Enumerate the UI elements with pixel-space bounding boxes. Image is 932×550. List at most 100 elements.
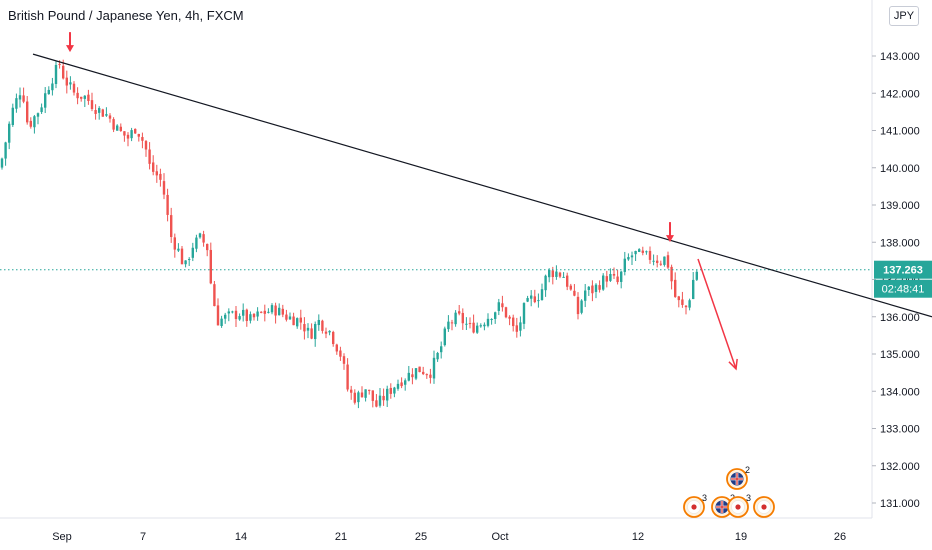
candle[interactable] [22, 95, 25, 102]
candle[interactable] [465, 323, 468, 325]
candle[interactable] [357, 392, 360, 403]
candle[interactable] [166, 194, 169, 215]
candle[interactable] [144, 141, 148, 150]
candle[interactable] [602, 275, 605, 290]
candle[interactable] [65, 77, 68, 86]
candle[interactable] [126, 134, 130, 139]
candle[interactable] [562, 276, 565, 278]
candle[interactable] [526, 298, 529, 302]
candle[interactable] [130, 130, 133, 139]
candle[interactable] [616, 276, 619, 283]
candle[interactable] [234, 310, 238, 320]
currency-button[interactable]: JPY [889, 6, 919, 26]
candle[interactable] [69, 82, 72, 85]
candle[interactable] [80, 96, 83, 99]
candle[interactable] [422, 371, 425, 375]
candle[interactable] [116, 125, 119, 131]
candle[interactable] [270, 305, 274, 313]
candle[interactable] [281, 308, 284, 315]
candle[interactable] [479, 325, 482, 327]
candle[interactable] [645, 251, 648, 253]
candle[interactable] [404, 380, 407, 385]
candle[interactable] [533, 296, 536, 303]
candle[interactable] [555, 271, 558, 277]
candle[interactable] [328, 330, 331, 333]
candle[interactable] [177, 248, 180, 251]
candle[interactable] [310, 328, 313, 339]
candle[interactable] [396, 383, 400, 389]
candle[interactable] [8, 123, 11, 143]
candle[interactable] [44, 93, 47, 108]
candle[interactable] [443, 328, 446, 346]
candle[interactable] [350, 389, 353, 393]
candle[interactable] [425, 374, 428, 376]
candle[interactable] [296, 318, 299, 327]
candle[interactable] [566, 275, 569, 287]
candle[interactable] [72, 83, 76, 93]
candle[interactable] [594, 284, 598, 292]
candle[interactable] [684, 305, 688, 308]
candle[interactable] [483, 324, 486, 327]
candle[interactable] [440, 346, 443, 353]
candle[interactable] [663, 256, 666, 265]
candle[interactable] [548, 269, 551, 278]
candle[interactable] [648, 250, 652, 260]
candle[interactable] [303, 324, 306, 332]
candle[interactable] [274, 305, 277, 316]
candle[interactable] [47, 89, 50, 95]
candle[interactable] [623, 258, 626, 272]
candle[interactable] [605, 276, 608, 282]
candle[interactable] [249, 314, 252, 321]
candle[interactable] [317, 319, 320, 326]
candle[interactable] [418, 366, 421, 373]
candle[interactable] [666, 255, 670, 268]
candle[interactable] [522, 303, 526, 324]
candle[interactable] [213, 284, 216, 307]
candle[interactable] [11, 107, 14, 126]
candle[interactable] [411, 374, 414, 378]
candle[interactable] [519, 322, 522, 331]
candle[interactable] [638, 249, 641, 252]
candle[interactable] [688, 300, 691, 308]
trend-line[interactable] [32, 53, 932, 318]
candle[interactable] [627, 257, 630, 260]
candle[interactable] [267, 311, 270, 313]
candle[interactable] [299, 317, 302, 323]
candle[interactable] [400, 382, 403, 387]
candle[interactable] [378, 395, 382, 406]
candle[interactable] [285, 314, 288, 320]
candle[interactable] [134, 128, 137, 134]
candle[interactable] [58, 63, 61, 65]
candle[interactable] [681, 299, 684, 305]
candle[interactable] [584, 290, 587, 301]
candle[interactable] [609, 274, 612, 281]
candle[interactable] [119, 126, 122, 131]
candle[interactable] [162, 181, 166, 195]
candle[interactable] [414, 368, 418, 379]
candle[interactable] [486, 318, 490, 326]
candle[interactable] [202, 234, 205, 243]
candle[interactable] [141, 137, 144, 141]
candle[interactable] [137, 133, 140, 137]
candle[interactable] [288, 316, 292, 320]
candle[interactable] [292, 316, 295, 326]
candle[interactable] [641, 250, 644, 253]
candle[interactable] [184, 260, 187, 265]
candle[interactable] [252, 314, 256, 318]
candle[interactable] [508, 316, 511, 319]
candle[interactable] [656, 260, 659, 263]
candle[interactable] [51, 83, 54, 91]
candle[interactable] [231, 311, 234, 313]
candle[interactable] [407, 372, 410, 381]
candle[interactable] [314, 323, 317, 340]
candle[interactable] [321, 320, 324, 331]
candle[interactable] [76, 92, 79, 99]
candle[interactable] [15, 98, 18, 109]
candle[interactable] [695, 271, 698, 280]
candle[interactable] [677, 296, 680, 301]
candle[interactable] [105, 114, 108, 116]
candle[interactable] [339, 350, 342, 357]
candle[interactable] [256, 311, 259, 317]
candle[interactable] [659, 263, 662, 265]
